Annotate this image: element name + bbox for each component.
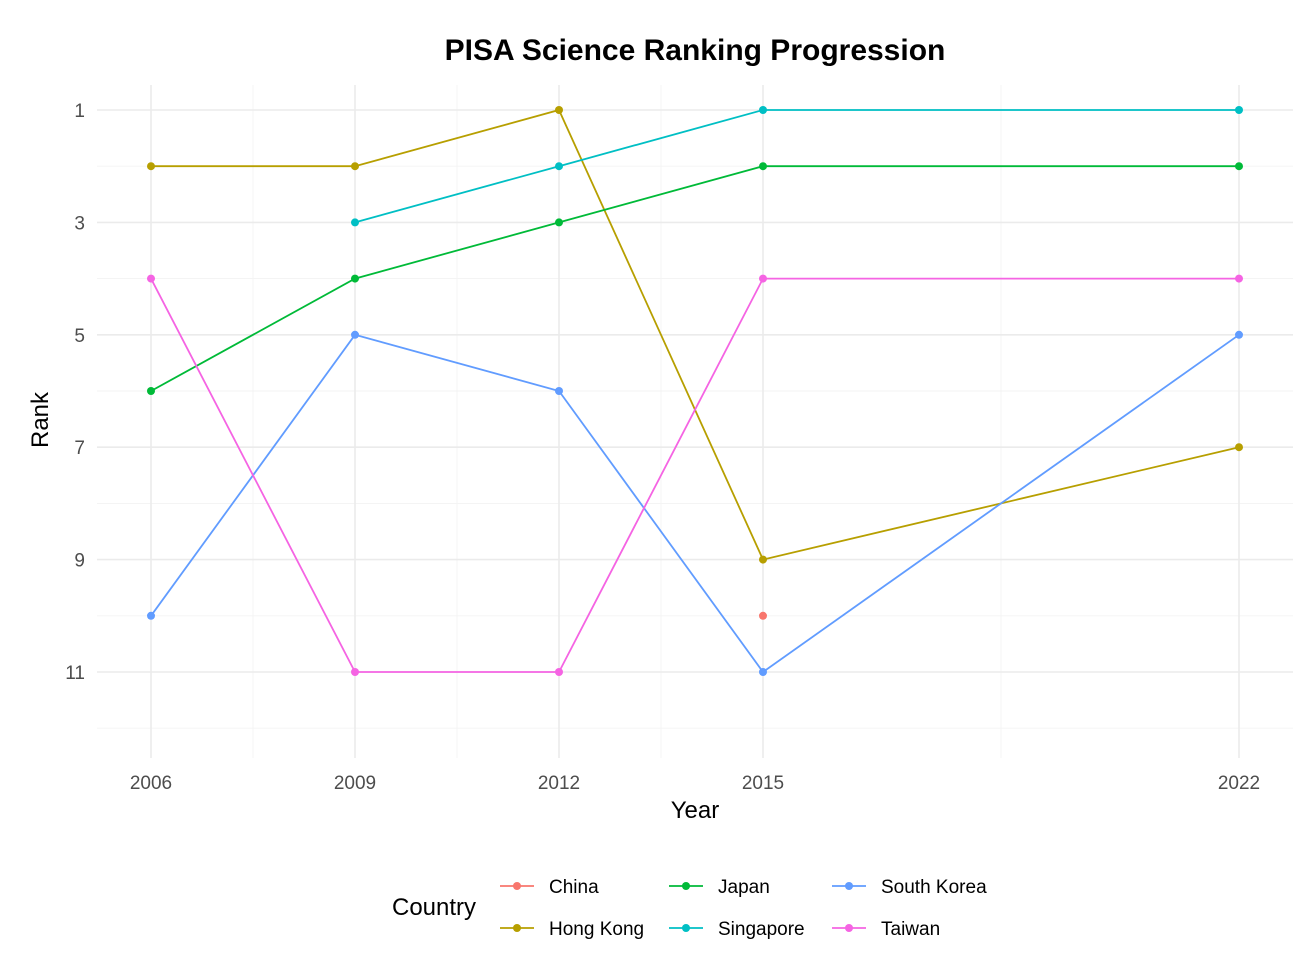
data-point-hong-kong [555, 106, 563, 114]
legend-title: Country [392, 894, 476, 921]
y-axis-title: Rank [27, 391, 54, 448]
x-tick-label: 2012 [538, 773, 580, 794]
data-point-japan [351, 274, 359, 283]
data-point-singapore [1235, 106, 1243, 114]
series-layer [147, 106, 1243, 676]
series-taiwan [147, 274, 1243, 676]
legend-key-point [513, 882, 521, 890]
data-point-south-korea [759, 668, 767, 676]
legend-item-japan: Japan [669, 877, 770, 898]
legend-label: Taiwan [881, 919, 940, 940]
y-tick-label: 9 [74, 551, 85, 572]
x-axis-title: Year [671, 797, 720, 824]
series-singapore [351, 106, 1243, 227]
legend-key-point [682, 882, 690, 890]
series-line-taiwan [150, 277, 1239, 673]
data-point-singapore [759, 106, 767, 114]
legend-item-hong-kong: Hong Kong [500, 919, 644, 940]
legend-item-china: China [500, 877, 599, 898]
legend-label: South Korea [881, 877, 987, 898]
legend-label: Hong Kong [549, 919, 644, 940]
x-tick-labels: 2006 2009 2012 2015 2022 [130, 773, 1260, 794]
data-point-taiwan [1235, 274, 1243, 283]
data-point-singapore [555, 162, 563, 171]
chart-title: PISA Science Ranking Progression [445, 34, 946, 67]
legend-label: Japan [718, 877, 770, 898]
y-tick-label: 5 [74, 326, 85, 347]
data-point-japan [1235, 162, 1243, 171]
legend-item-taiwan: Taiwan [832, 919, 940, 940]
series-china [759, 611, 767, 620]
data-point-hong-kong [147, 162, 155, 171]
legend-key-point [845, 924, 853, 932]
series-line-singapore [354, 109, 1239, 224]
data-point-south-korea [1235, 330, 1243, 339]
grid [97, 85, 1293, 758]
data-point-taiwan [351, 668, 359, 676]
series-japan [147, 162, 1243, 395]
data-point-singapore [351, 218, 359, 227]
x-tick-label: 2022 [1218, 773, 1260, 794]
legend-item-singapore: Singapore [669, 919, 805, 940]
data-point-china [759, 611, 767, 620]
y-tick-label: 3 [74, 213, 85, 234]
data-point-taiwan [555, 668, 563, 676]
x-tick-label: 2009 [334, 773, 376, 794]
x-tick-label: 2015 [742, 773, 784, 794]
legend-label: China [549, 877, 599, 898]
data-point-taiwan [147, 274, 155, 283]
x-tick-label: 2006 [130, 773, 172, 794]
legend-key-point [682, 924, 690, 932]
series-south-korea [147, 330, 1243, 676]
data-point-japan [555, 218, 563, 227]
data-point-south-korea [555, 387, 563, 395]
data-point-hong-kong [351, 162, 359, 171]
y-tick-labels: 1 3 5 7 9 11 [65, 101, 85, 684]
data-point-japan [759, 162, 767, 171]
data-point-south-korea [147, 611, 155, 620]
data-point-hong-kong [759, 555, 767, 564]
data-point-south-korea [351, 330, 359, 339]
y-tick-label: 11 [65, 663, 85, 684]
legend-item-south-korea: South Korea [832, 877, 987, 898]
data-point-japan [147, 387, 155, 395]
data-point-taiwan [759, 274, 767, 283]
y-tick-label: 7 [74, 438, 85, 459]
y-tick-label: 1 [74, 101, 85, 122]
legend-key-point [845, 882, 853, 890]
legend: Country China Hong Kong Japan Singapore Sout… [392, 877, 987, 940]
data-point-hong-kong [1235, 443, 1243, 452]
legend-label: Singapore [718, 919, 805, 940]
legend-key-point [513, 924, 521, 932]
series-hong-kong [147, 106, 1243, 564]
